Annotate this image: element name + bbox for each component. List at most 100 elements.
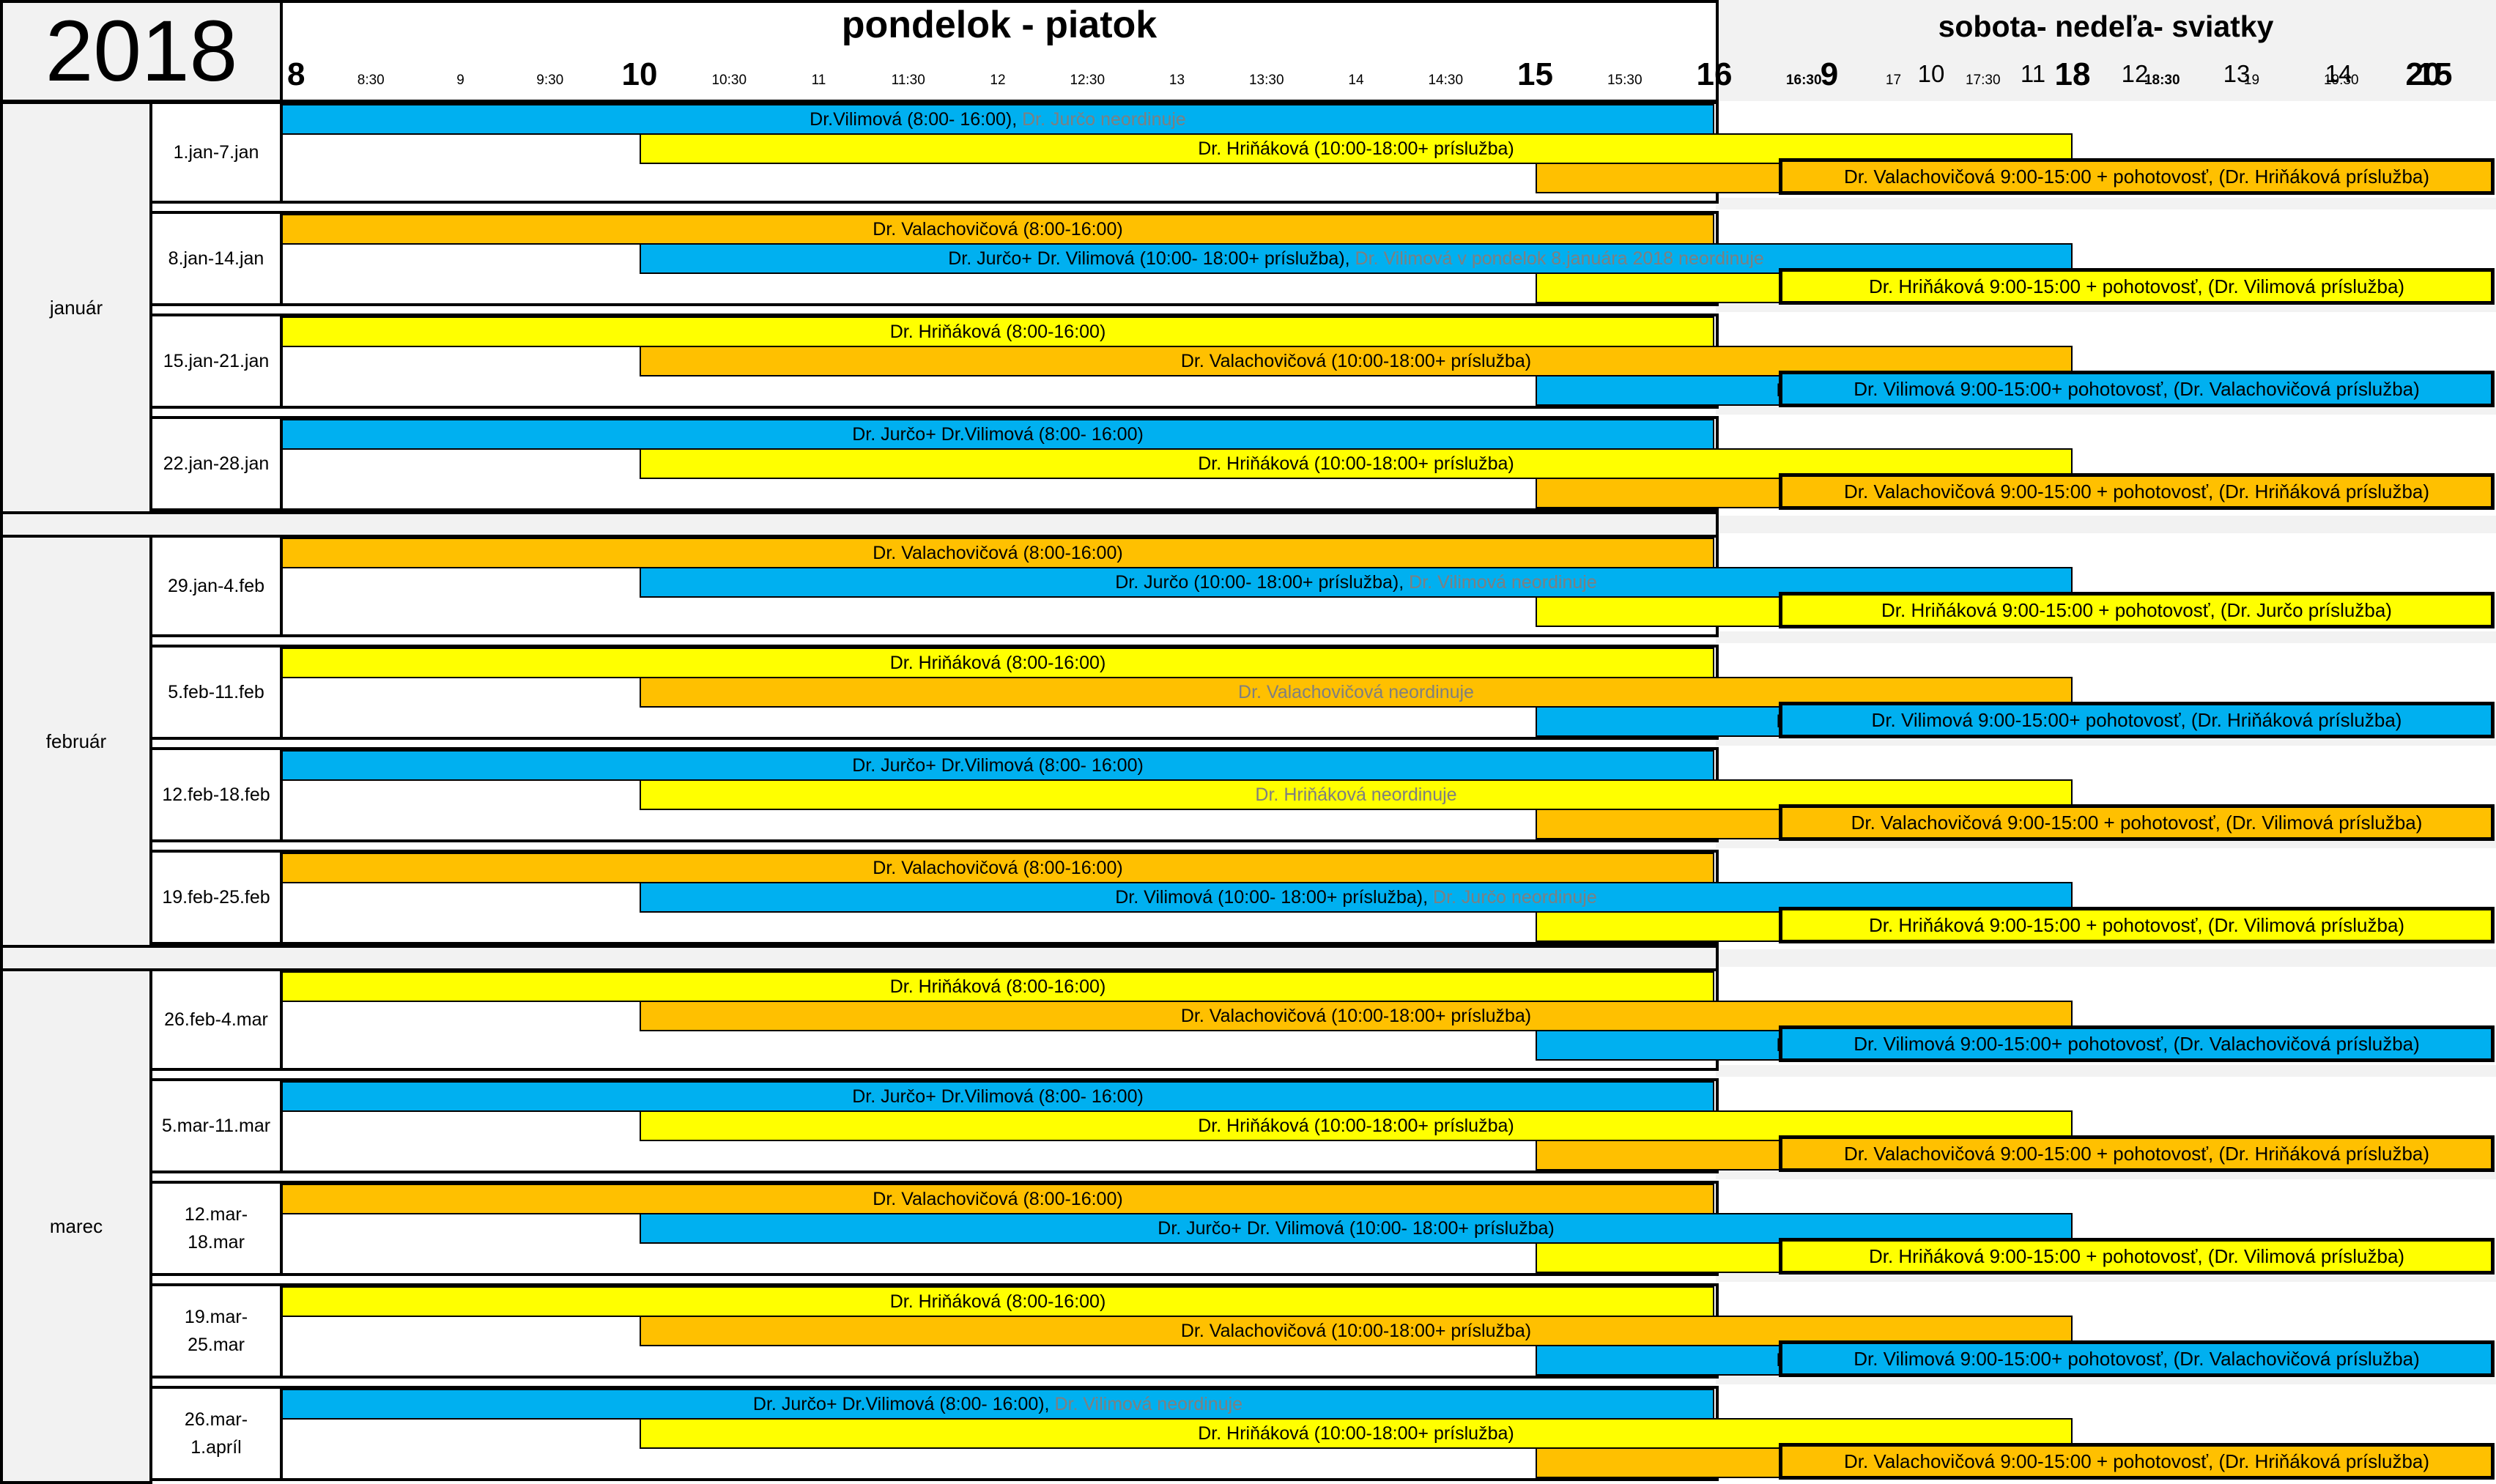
month-label: marec — [49, 1214, 103, 1237]
weekend-shift-bar: Dr. Hriňáková 9:00-15:00 + pohotovosť, (… — [1779, 1238, 2495, 1275]
weekend-shift-bar: Dr. Valachovičová 9:00-15:00 + pohotovos… — [1779, 158, 2495, 195]
weekend-shift-bar: Dr. Valachovičová 9:00-15:00 + pohotovos… — [1779, 1443, 2495, 1480]
shift-text: Dr. Valachovičová (10:00-18:00+ príslužb… — [1180, 1320, 1532, 1341]
weekday-time-tick: 8 — [287, 56, 305, 92]
shift-text: Dr. Valachovičová (8:00-16:00) — [873, 857, 1123, 878]
week-label-divider — [280, 1181, 283, 1276]
shift-text: Dr. Jurčo+ Dr.Vilimová (8:00- 16:00) — [852, 423, 1144, 445]
weekday-time-tick: 11 — [811, 73, 826, 88]
shift-bar: Dr. Hriňáková (8:00-16:00) — [281, 316, 1714, 347]
weekday-time-tick: 9 — [456, 73, 464, 88]
shift-note: Dr. Vilimová neordinuje — [1404, 571, 1597, 593]
weekend-shift-text: Dr. Valachovičová 9:00-15:00 + pohotovos… — [1843, 481, 2430, 502]
week-label: 12.feb-18.feb — [162, 784, 270, 805]
shift-text: Dr. Hriňáková (8:00-16:00) — [889, 321, 1106, 342]
week-label-divider — [280, 1078, 283, 1173]
week-label: 5.feb-11.feb — [168, 682, 264, 702]
weekend-shift-text: Dr. Vilimová 9:00-15:00+ pohotovosť, (Dr… — [1854, 1348, 2420, 1370]
weekend-title: sobota- nedeľa- sviatky — [1938, 10, 2274, 43]
weekend-shift-text: Dr. Valachovičová 9:00-15:00 + pohotovos… — [1843, 1143, 2430, 1165]
weekday-time-tick: 19:30 — [2323, 73, 2359, 88]
weekend-shift-bar: Dr. Valachovičová 9:00-15:00 + pohotovos… — [1779, 804, 2495, 841]
shift-text: Dr. Hriňáková (8:00-16:00) — [889, 652, 1106, 673]
weekend-shift-text: Dr. Hriňáková 9:00-15:00 + pohotovosť, (… — [1881, 599, 2392, 621]
weekday-time-tick: 8:30 — [357, 73, 385, 88]
weekday-time-tick: 10:30 — [711, 73, 747, 88]
weekday-time-tick: 19 — [2243, 73, 2260, 88]
shift-text: Dr. Hriňáková (10:00-18:00+ príslužba) — [1198, 1115, 1514, 1136]
week-label-divider — [280, 968, 283, 1071]
month-separator-weekend — [1719, 516, 2496, 533]
weekday-time-tick: 14:30 — [1428, 73, 1464, 88]
shift-bar: Dr. Valachovičová (8:00-16:00) — [281, 214, 1714, 245]
shift-text: Dr. Valachovičová (8:00-16:00) — [873, 1188, 1123, 1209]
shift-text: Dr. Jurčo (10:00- 18:00+ príslužba), — [1115, 571, 1404, 593]
shift-bar: Dr. Jurčo+ Dr.Vilimová (8:00- 16:00), Dr… — [281, 1389, 1714, 1420]
weekend-shift-bar: Dr. Hriňáková 9:00-15:00 + pohotovosť, (… — [1779, 268, 2495, 305]
week-label: 29.jan-4.feb — [167, 576, 265, 596]
shift-bar: Dr.Vilimová (8:00- 16:00), Dr. Jurčo neo… — [281, 104, 1714, 135]
week-label: 19.feb-25.feb — [162, 887, 270, 908]
week-label-divider — [280, 747, 283, 842]
weekday-time-tick: 12 — [990, 73, 1006, 88]
week-label-divider — [280, 1386, 283, 1481]
weekend-shift-bar: Dr. Valachovičová 9:00-15:00 + pohotovos… — [1779, 1135, 2495, 1172]
weekday-time-tick: 13:30 — [1248, 73, 1284, 88]
weekday-time-tick: 15:30 — [1607, 73, 1643, 88]
shift-text: Dr. Valachovičová (8:00-16:00) — [873, 218, 1123, 240]
shift-bar: Dr. Valachovičová (8:00-16:00) — [281, 853, 1714, 883]
weekend-row-separator — [1716, 198, 2496, 209]
weekend-shift-bar: Dr. Vilimová 9:00-15:00+ pohotovosť, (Dr… — [1779, 702, 2495, 738]
weekend-row-separator — [1716, 1065, 2496, 1077]
shift-note: Dr. Hriňáková neordinuje — [1255, 784, 1457, 805]
shift-text: Dr. Jurčo+ Dr.Vilimová (8:00- 16:00), — [752, 1393, 1050, 1414]
week-label: 26.feb-4.mar — [164, 1009, 268, 1030]
shift-text: Dr. Hriňáková (10:00-18:00+ príslužba) — [1198, 138, 1514, 159]
weekend-row-separator — [1716, 631, 2496, 643]
weekend-shift-bar: Dr. Valachovičová 9:00-15:00 + pohotovos… — [1779, 473, 2495, 510]
month-separator — [0, 511, 1719, 538]
shift-note: Dr. Jurčo neordinuje — [1428, 886, 1597, 908]
weekend-time-tick: 11 — [2020, 60, 2046, 87]
shift-text: Dr. Vilimová (10:00- 18:00+ príslužba), — [1115, 886, 1429, 908]
weekday-time-tick: 20 — [2405, 56, 2442, 92]
shift-text: Dr. Hriňáková (8:00-16:00) — [889, 1291, 1106, 1312]
weekend-time-tick: 15 — [2416, 56, 2453, 92]
weekend-time-tick: 14 — [2325, 60, 2352, 87]
week-label-divider — [280, 314, 283, 409]
weekend-shift-text: Dr. Hriňáková 9:00-15:00 + pohotovosť, (… — [1868, 914, 2405, 936]
shift-text: Dr. Valachovičová (10:00-18:00+ príslužb… — [1180, 350, 1532, 371]
shift-note: Dr. Vilimová v pondelok 8.januára 2018 n… — [1349, 248, 1764, 269]
shift-text: Dr. Jurčo+ Dr. Vilimová (10:00- 18:00+ p… — [948, 248, 1350, 269]
shift-text: Dr. Valachovičová (8:00-16:00) — [873, 542, 1123, 563]
weekend-shift-text: Dr. Hriňáková 9:00-15:00 + pohotovosť, (… — [1868, 1245, 2405, 1267]
month-cell — [0, 101, 152, 514]
shift-bar: Dr. Hriňáková (10:00-18:00+ príslužba) — [640, 1418, 2073, 1449]
shift-bar: Dr. Hriňáková (10:00-18:00+ príslužba) — [640, 133, 2073, 164]
weekend-shift-text: Dr. Vilimová 9:00-15:00+ pohotovosť, (Dr… — [1854, 378, 2420, 400]
weekend-shift-bar: Dr. Hriňáková 9:00-15:00 + pohotovosť, (… — [1779, 907, 2495, 943]
weekday-time-tick: 9:30 — [536, 73, 564, 88]
shift-bar: Dr. Jurčo+ Dr.Vilimová (8:00- 16:00) — [281, 1081, 1714, 1112]
week-label-divider — [280, 101, 283, 204]
week-label-divider — [280, 535, 283, 637]
shift-note: Dr. Vilimová neordinuje — [1049, 1393, 1243, 1414]
weekday-time-tick: 18:30 — [2144, 73, 2180, 88]
week-label-divider — [280, 645, 283, 740]
weekend-shift-text: Dr. Valachovičová 9:00-15:00 + pohotovos… — [1843, 1450, 2430, 1472]
week-label-divider — [280, 850, 283, 945]
year-cell — [0, 0, 283, 103]
shift-bar: Dr. Jurčo+ Dr.Vilimová (8:00- 16:00) — [281, 750, 1714, 781]
week-label-divider — [280, 416, 283, 511]
weekend-shift-text: Dr. Vilimová 9:00-15:00+ pohotovosť, (Dr… — [1854, 1033, 2420, 1055]
header-gray-band — [1716, 0, 2496, 101]
week-label: 1.jan-7.jan — [173, 142, 259, 163]
weekday-time-tick: 12:30 — [1070, 73, 1106, 88]
weekend-shift-bar: Dr. Hriňáková 9:00-15:00 + pohotovosť, (… — [1779, 592, 2495, 628]
shift-bar: Dr. Hriňáková (8:00-16:00) — [281, 1286, 1714, 1317]
week-label: 5.mar-11.mar — [161, 1116, 271, 1136]
weekday-time-tick: 14 — [1348, 73, 1364, 88]
shift-text: Dr. Jurčo+ Dr. Vilimová (10:00- 18:00+ p… — [1158, 1217, 1555, 1239]
shift-text: Dr. Hriňáková (10:00-18:00+ príslužba) — [1198, 453, 1514, 474]
